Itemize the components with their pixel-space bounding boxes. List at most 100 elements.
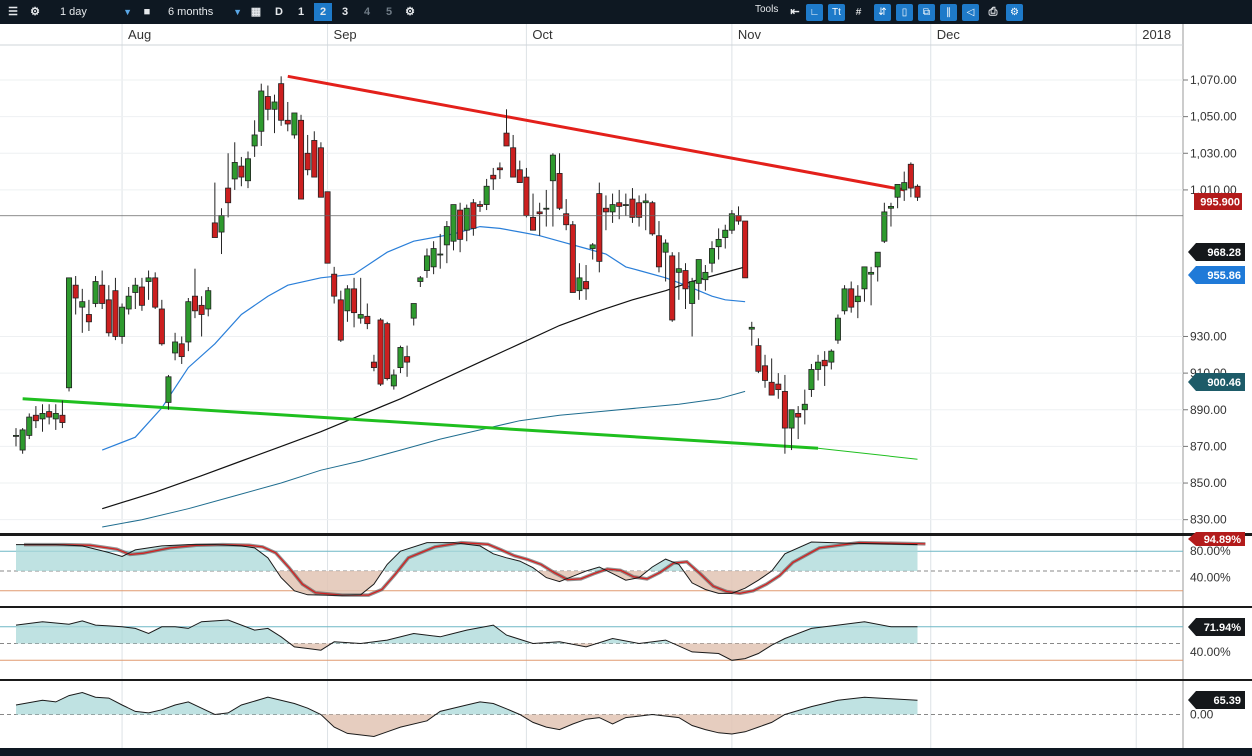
candle-body-down	[324, 191, 331, 264]
candle	[503, 109, 510, 147]
candle-body-down	[636, 202, 643, 218]
candle-body-up	[172, 341, 179, 354]
period-button-2[interactable]: 2	[314, 3, 332, 21]
candle-body-down	[152, 277, 159, 308]
candle-body-up	[868, 271, 875, 275]
candle-body-up	[423, 255, 430, 271]
back-arrow-icon[interactable]: ⇤	[790, 6, 800, 18]
trend-lines	[22, 74, 918, 460]
tools-label: Tools	[755, 4, 779, 15]
candle	[642, 193, 649, 231]
candle	[463, 204, 470, 242]
candle	[874, 251, 881, 282]
candle-body-up	[258, 90, 265, 132]
candle	[702, 265, 709, 291]
bottom-bar	[0, 748, 1252, 756]
layers-icon[interactable]: ⧉	[918, 4, 935, 21]
candle-body-up	[417, 277, 424, 282]
candle-tool-icon[interactable]: ▯	[896, 4, 913, 21]
candle-body-up	[390, 374, 397, 387]
candle	[85, 299, 92, 331]
period-button-5[interactable]: 5	[385, 6, 393, 18]
gear-icon[interactable]: ⚙	[405, 6, 415, 18]
candle-body-down	[755, 345, 762, 372]
candle	[52, 404, 59, 430]
candle	[781, 374, 788, 454]
candle	[815, 354, 822, 381]
candle-body-down	[304, 152, 311, 171]
candle-body-up	[709, 248, 716, 264]
candle	[583, 265, 590, 300]
candle	[821, 351, 828, 386]
period-button-d[interactable]: D	[275, 6, 283, 18]
candle	[298, 114, 305, 200]
candle	[12, 428, 19, 447]
candle	[728, 210, 735, 234]
candle	[629, 188, 636, 223]
candle	[669, 252, 676, 322]
candle-body-up	[443, 226, 450, 246]
price-tick-label: 1,050.00	[1190, 110, 1237, 124]
eraser-icon[interactable]: ◁	[962, 4, 979, 21]
candle	[390, 369, 397, 390]
candle	[682, 263, 689, 309]
candle	[636, 195, 643, 227]
panel-area-positive	[16, 542, 918, 571]
candle	[291, 112, 298, 139]
candle-body-down	[516, 169, 523, 183]
candle	[205, 287, 212, 317]
candle	[72, 276, 79, 315]
candle	[351, 277, 358, 328]
lock-icon[interactable]: ■	[143, 6, 151, 18]
settings-icon[interactable]: ⚙	[30, 6, 40, 18]
interval-select[interactable]: 1 day ▼	[56, 4, 134, 20]
candle-body-up	[12, 434, 19, 437]
panel-line	[15, 691, 918, 738]
axis-badges: 995.900 968.28 955.86 900.46 94.89% 71.9…	[1188, 193, 1245, 709]
candle-body-down	[682, 270, 689, 290]
share-icon[interactable]: ⚙	[1006, 4, 1023, 21]
candle-body-up	[808, 369, 815, 390]
candle-body-up	[543, 207, 550, 210]
candle	[185, 298, 192, 352]
print-icon[interactable]: ⎙	[984, 3, 1002, 21]
crosshair-icon[interactable]: #	[855, 7, 862, 18]
price-tick-label: 870.00	[1190, 439, 1227, 453]
candle	[589, 243, 596, 260]
candle	[755, 338, 762, 374]
candle	[364, 303, 371, 330]
candle	[377, 318, 384, 386]
calendar-icon[interactable]: ▦	[250, 6, 262, 18]
candle-body-up	[397, 347, 404, 369]
text-tool-icon[interactable]: Tt	[828, 4, 845, 21]
rsi-panel: 40.00%	[0, 619, 1231, 661]
candle	[662, 239, 669, 282]
panel-tick-label: 0.00	[1190, 708, 1214, 722]
candle-body-down	[563, 213, 570, 226]
line-tool-icon[interactable]: ∟	[806, 4, 823, 21]
candle	[490, 167, 497, 190]
fibonacci-icon[interactable]: ⇵	[874, 4, 891, 21]
candle-body-down	[503, 132, 510, 147]
candle	[410, 303, 417, 326]
candle-body-down	[781, 391, 788, 429]
menu-icon[interactable]: ☰	[8, 6, 18, 18]
channel-tool-icon[interactable]: ∥	[940, 4, 957, 21]
period-button-4[interactable]: 4	[363, 6, 371, 18]
candle-body-down	[602, 207, 609, 213]
candle	[801, 389, 808, 425]
candle-body-down	[655, 235, 662, 268]
candle	[238, 156, 245, 187]
panel-line	[15, 619, 918, 661]
candle	[99, 270, 106, 309]
candle-body-up	[39, 413, 46, 420]
candle	[158, 299, 165, 346]
candle-body-up	[695, 259, 702, 284]
candle-body-up	[549, 154, 556, 182]
range-select[interactable]: 6 months ▼	[164, 4, 244, 20]
period-button-1[interactable]: 1	[297, 6, 305, 18]
candle-body-up	[589, 244, 596, 249]
period-button-3[interactable]: 3	[341, 6, 349, 18]
candle-body-down	[821, 359, 828, 367]
ma-long-value: 900.46	[1207, 377, 1241, 389]
